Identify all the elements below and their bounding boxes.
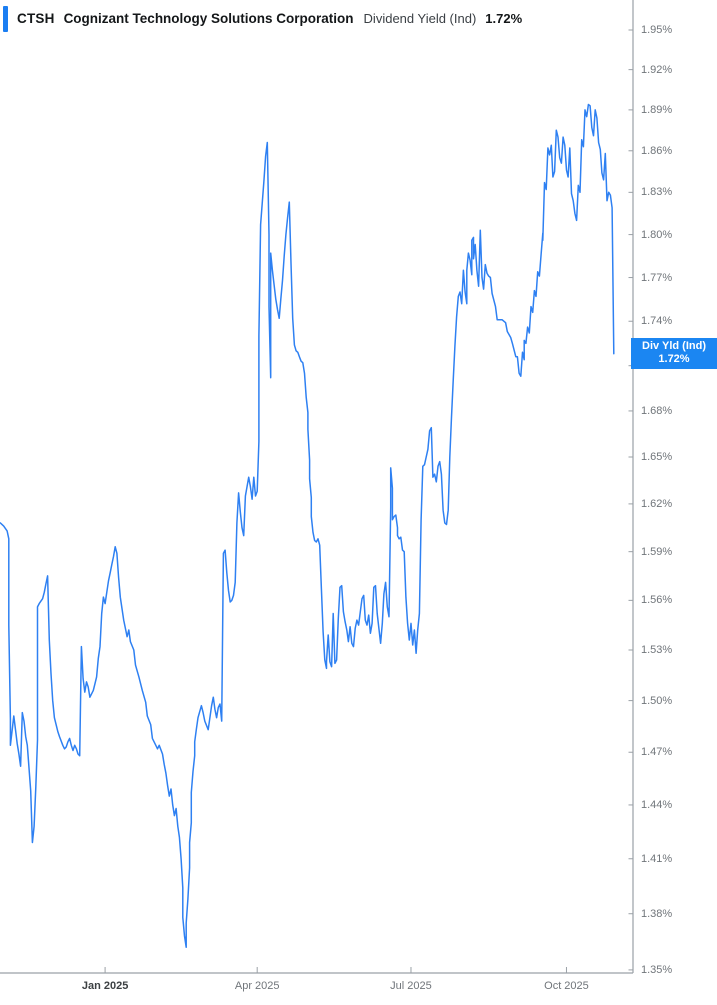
x-tick-label: Oct 2025 xyxy=(544,980,589,992)
y-tick-label: 1.83% xyxy=(641,186,673,199)
yield-line-series xyxy=(0,103,615,949)
y-tick-label: 1.62% xyxy=(641,497,673,510)
y-tick-label: 1.56% xyxy=(641,594,673,607)
y-tick-label: 1.41% xyxy=(641,852,673,865)
y-tick-label: 1.86% xyxy=(641,144,673,157)
y-tick-label: 1.74% xyxy=(641,315,673,328)
ticker-accent-bar xyxy=(3,5,8,32)
ticker-symbol: CTSH xyxy=(17,11,55,26)
x-tick-label: Jan 2025 xyxy=(81,980,129,992)
y-tick-label: 1.92% xyxy=(641,63,673,76)
metric-name: Dividend Yield (Ind) xyxy=(363,11,477,26)
x-tick-label: Jul 2025 xyxy=(390,980,432,992)
y-tick-label: 1.80% xyxy=(641,228,673,241)
chart-header: CTSH Cognizant Technology Solutions Corp… xyxy=(0,5,522,32)
y-tick-label: 1.44% xyxy=(641,798,673,811)
y-tick-label: 1.53% xyxy=(641,643,673,656)
last-value-axis-badge: Div Yld (Ind) 1.72% xyxy=(631,337,717,369)
y-tick-label: 1.38% xyxy=(641,907,673,920)
y-tick-label: 1.35% xyxy=(641,963,673,976)
y-tick-label: 1.68% xyxy=(641,404,673,417)
y-tick-label: 1.47% xyxy=(641,746,673,759)
metric-value: 1.72% xyxy=(485,11,523,26)
y-tick-label: 1.95% xyxy=(641,24,673,36)
y-tick-label: 1.65% xyxy=(641,450,673,463)
y-tick-label: 1.59% xyxy=(641,545,673,558)
y-tick-label: 1.89% xyxy=(641,103,673,116)
badge-label: Div Yld (Ind) xyxy=(642,339,706,352)
y-tick-label: 1.50% xyxy=(641,694,673,707)
company-name: Cognizant Technology Solutions Corporati… xyxy=(63,11,354,26)
y-tick-label: 1.77% xyxy=(641,271,673,284)
badge-value: 1.72% xyxy=(658,353,690,366)
x-tick-label: Apr 2025 xyxy=(234,980,280,992)
